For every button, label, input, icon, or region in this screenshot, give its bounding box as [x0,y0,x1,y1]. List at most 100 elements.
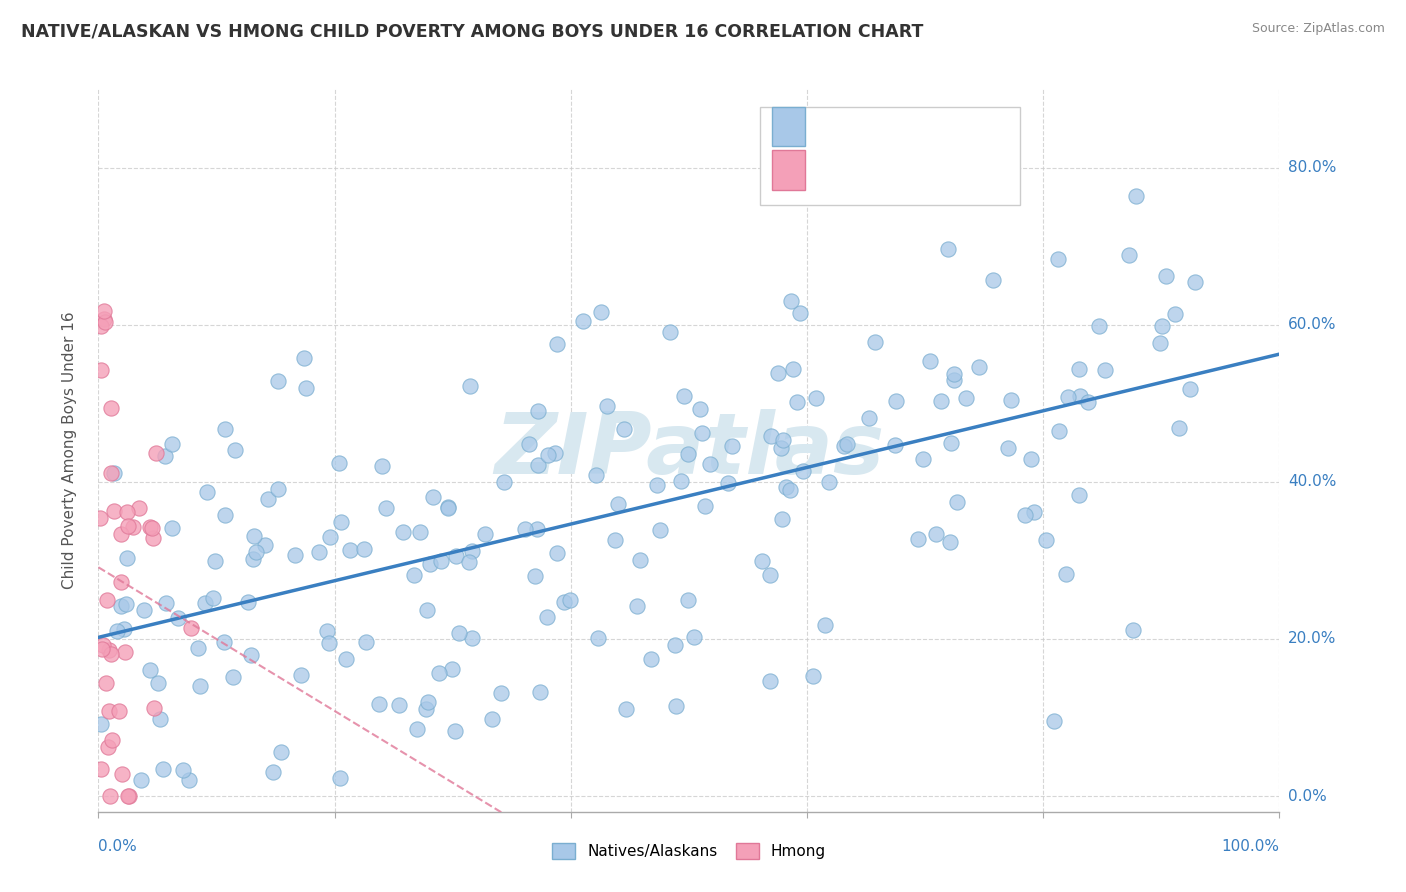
Point [1168,421,1191,435]
Point [100,466,122,480]
Point [406,722,429,736]
Point [318,636,340,650]
Point [489,686,512,700]
Point [97,739,120,754]
Point [103,504,125,518]
Point [93,303,115,318]
Point [716,476,738,491]
Point [640,651,662,665]
Point [613,422,636,436]
Point [939,535,962,549]
Point [586,631,609,645]
Point [458,378,481,392]
Point [222,670,245,684]
Point [152,763,174,777]
Point [97,704,120,718]
Point [780,293,803,308]
Point [523,569,546,583]
Point [100,401,122,415]
Point [328,456,350,470]
Point [112,623,135,637]
Point [758,568,780,582]
Point [907,532,929,546]
Legend: Natives/Alaskans, Hmong: Natives/Alaskans, Hmong [546,838,832,865]
FancyBboxPatch shape [759,107,1019,205]
Point [122,519,145,533]
Point [1150,318,1173,333]
Point [354,634,377,648]
Point [290,667,312,681]
Point [1000,392,1022,407]
Point [308,544,330,558]
Point [804,391,827,405]
Point [339,543,361,558]
Point [1014,508,1036,523]
Point [145,446,167,460]
Point [553,595,575,609]
Point [257,491,280,506]
Text: 37: 37 [973,161,995,179]
Point [941,435,963,450]
Point [942,373,965,387]
Point [858,410,880,425]
Point [444,549,467,564]
Point [177,773,200,788]
Point [139,520,162,534]
Point [517,436,540,450]
Point [967,360,990,375]
Point [329,515,352,529]
Point [188,679,211,693]
Point [1047,252,1070,266]
FancyBboxPatch shape [772,106,804,146]
Point [942,367,965,381]
Text: 0.0%: 0.0% [1288,789,1326,804]
Text: NATIVE/ALASKAN VS HMONG CHILD POVERTY AMONG BOYS UNDER 16 CORRELATION CHART: NATIVE/ALASKAN VS HMONG CHILD POVERTY AM… [21,22,924,40]
Point [763,154,786,169]
Point [938,242,960,256]
Point [457,555,479,569]
Point [118,789,141,803]
Point [759,674,782,689]
Point [526,522,548,536]
Point [814,618,837,632]
Point [94,315,117,329]
Point [1077,394,1099,409]
Point [114,645,136,659]
Point [1022,505,1045,519]
Point [789,306,811,320]
Point [195,485,218,500]
Point [817,475,839,489]
Point [537,448,560,462]
Point [945,495,967,509]
Point [388,698,411,712]
Point [460,543,482,558]
Point [683,630,706,644]
Point [98,789,121,803]
Point [449,626,471,640]
Point [1043,714,1066,728]
Point [1118,248,1140,262]
Point [766,366,789,380]
Point [415,702,437,716]
Text: ZIPatlas: ZIPatlas [494,409,884,492]
Point [329,771,352,785]
Point [1088,318,1111,333]
Point [1184,276,1206,290]
Point [419,557,441,571]
Point [242,528,264,542]
Text: 0.0%: 0.0% [98,839,138,855]
Point [678,447,700,461]
Point [139,663,162,677]
Point [148,676,170,690]
Point [884,393,907,408]
Point [759,429,782,443]
Point [93,312,115,326]
Point [162,437,184,451]
Point [409,524,432,539]
Point [89,511,111,525]
Point [529,684,551,698]
Point [786,395,808,409]
Point [1121,624,1143,638]
Point [1125,189,1147,203]
Y-axis label: Child Poverty Among Boys Under 16: Child Poverty Among Boys Under 16 [62,311,77,590]
